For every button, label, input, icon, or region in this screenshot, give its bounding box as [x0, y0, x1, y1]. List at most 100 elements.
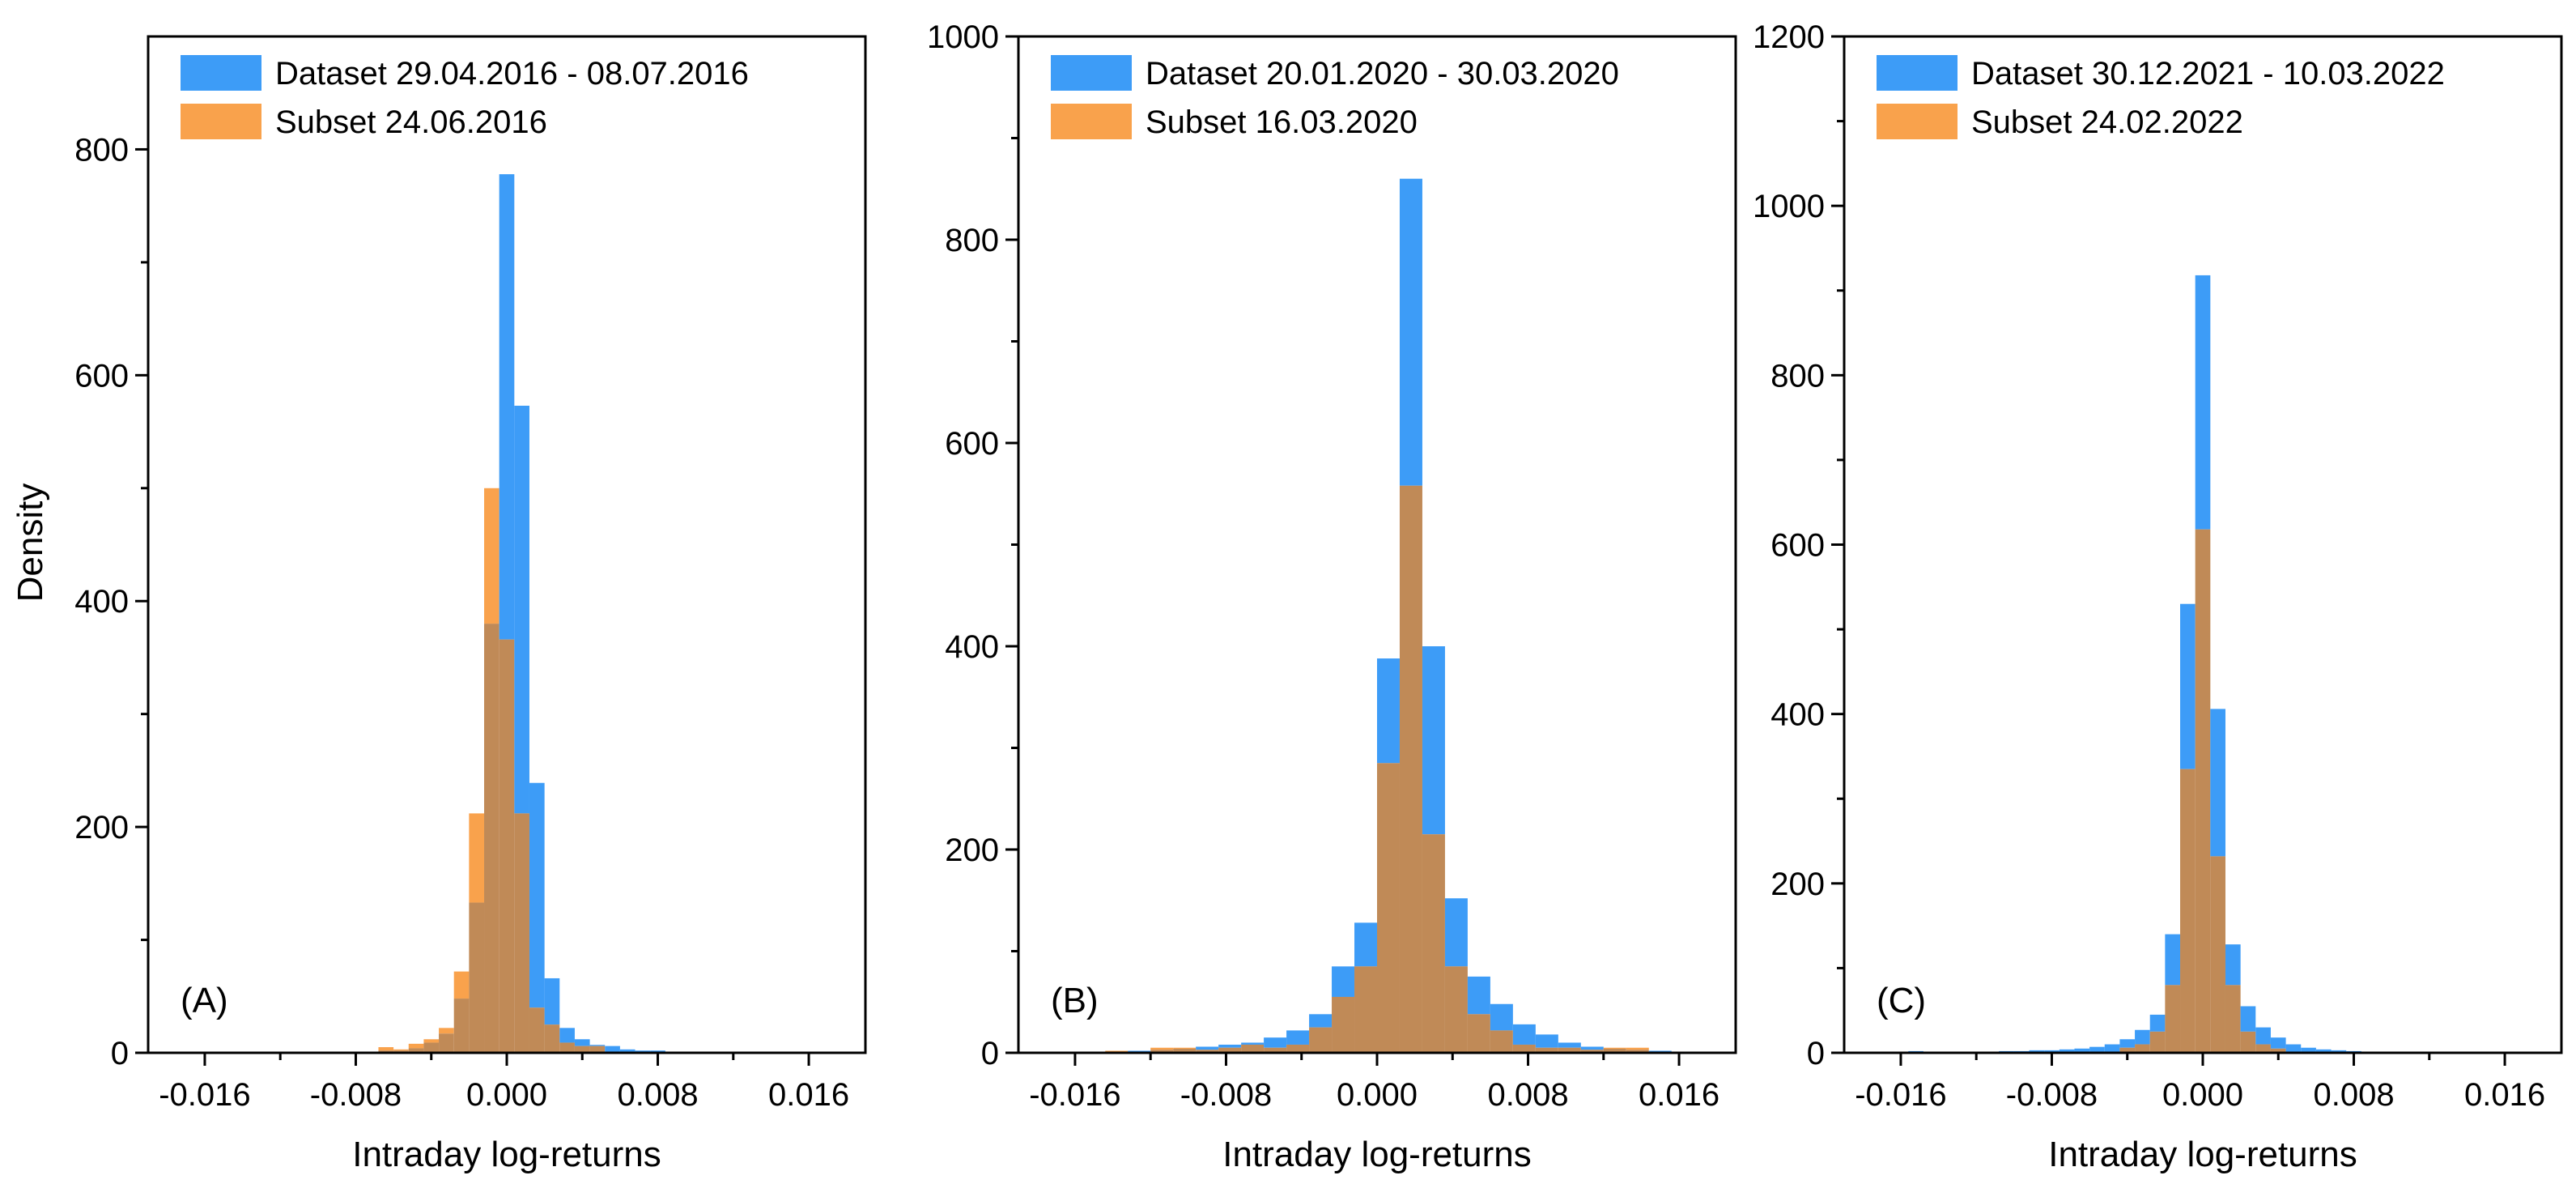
- dataset-bar: [1580, 1046, 1604, 1050]
- y-tick-label: 0: [111, 1036, 129, 1071]
- legend-label: Dataset 29.04.2016 - 08.07.2016: [275, 56, 749, 92]
- dataset-bar: [2315, 1049, 2332, 1053]
- subset-bar: [1626, 1047, 1649, 1050]
- subset-bar: [378, 1047, 394, 1051]
- histogram-bars: [1082, 178, 1672, 1053]
- y-tick-label: 800: [945, 223, 999, 258]
- overlap-bar: [1241, 1044, 1265, 1053]
- legend-swatch: [1877, 104, 1958, 139]
- x-tick-label: -0.008: [1180, 1077, 1272, 1113]
- overlap-bar: [2149, 1031, 2166, 1053]
- y-tick-label: 200: [945, 833, 999, 868]
- x-tick-label: -0.016: [1029, 1077, 1120, 1113]
- overlap-bar: [589, 1046, 606, 1053]
- y-tick-label: 0: [1807, 1036, 1825, 1071]
- subset-bar: [1105, 1050, 1129, 1052]
- overlap-bar: [1512, 1044, 1536, 1053]
- x-tick-label: 0.008: [1487, 1077, 1568, 1113]
- x-tick-label: 0.000: [1337, 1077, 1418, 1113]
- dataset-bar: [1332, 966, 1355, 997]
- overlap-bar: [2180, 769, 2196, 1053]
- panel-label: (A): [181, 981, 228, 1020]
- y-tick-label: 600: [1770, 528, 1825, 564]
- subset-bar: [439, 1028, 454, 1034]
- dataset-bar: [1444, 898, 1468, 967]
- dataset-bar: [1535, 1034, 1558, 1048]
- overlap-bar: [1467, 1014, 1490, 1053]
- dataset-bar: [514, 405, 529, 814]
- subset-bar: [453, 971, 470, 999]
- dataset-bar: [2059, 1049, 2075, 1053]
- dataset-bar: [529, 782, 545, 1008]
- overlap-bar: [1354, 966, 1377, 1053]
- y-axis-label: Density: [11, 483, 50, 603]
- dataset-bar: [2285, 1044, 2302, 1053]
- overlap-bar: [469, 902, 485, 1053]
- overlap-bar: [1580, 1050, 1604, 1053]
- x-axis-label: Intraday log-returns: [352, 1135, 661, 1174]
- dataset-bar: [574, 1039, 590, 1046]
- dataset-bar: [2089, 1046, 2105, 1053]
- y-tick-label: 800: [74, 132, 129, 168]
- x-tick-label: 0.000: [2162, 1077, 2243, 1113]
- chart-panel-3: -0.016 -0.008 0.000 0.008 0.016 0 200 400 600 800…: [1753, 19, 2563, 1174]
- y-tick-label: 800: [1770, 358, 1825, 394]
- x-tick-label: 0.016: [2464, 1077, 2545, 1113]
- legend-label: Subset 24.02.2022: [1971, 104, 2243, 140]
- x-tick-label: 0.000: [466, 1077, 547, 1113]
- legend-label: Subset 24.06.2016: [275, 104, 547, 140]
- dataset-bar: [589, 1045, 606, 1046]
- subset-bar: [423, 1039, 440, 1043]
- chart-panel-1: -0.016 -0.008 0.000 0.008 0.016 0 200 400 600 800…: [74, 35, 867, 1174]
- overlap-bar: [1377, 763, 1400, 1053]
- legend-swatch: [181, 104, 261, 139]
- dataset-bar: [2255, 1027, 2271, 1045]
- x-tick-label: -0.016: [159, 1077, 250, 1113]
- histogram-bars: [1908, 275, 2407, 1053]
- dataset-bar: [619, 1049, 635, 1053]
- dataset-bar: [2270, 1037, 2286, 1049]
- overlap-bar: [1558, 1047, 1581, 1053]
- dataset-bar: [1309, 1014, 1333, 1028]
- dataset-bar: [2165, 934, 2181, 986]
- legend-label: Dataset 30.12.2021 - 10.03.2022: [1971, 56, 2445, 92]
- dataset-bar: [2044, 1050, 2060, 1053]
- overlap-bar: [2210, 856, 2225, 1053]
- y-tick-label: 200: [1770, 867, 1825, 902]
- overlap-bar: [453, 999, 470, 1053]
- subset-bar: [484, 488, 499, 624]
- overlap-bar: [2135, 1044, 2150, 1053]
- x-tick-label: -0.016: [1855, 1077, 1946, 1113]
- subset-bar: [1173, 1047, 1197, 1049]
- x-tick-label: -0.008: [310, 1077, 402, 1113]
- overlap-bar: [559, 1042, 575, 1053]
- legend-swatch: [181, 55, 261, 91]
- overlap-bar: [1332, 996, 1355, 1053]
- dataset-bar: [2104, 1044, 2120, 1053]
- overlap-bar: [529, 1007, 545, 1053]
- histogram-bars: [303, 174, 742, 1053]
- legend-swatch: [1051, 104, 1132, 139]
- x-tick-label: -0.008: [2006, 1077, 2098, 1113]
- subset-bar: [469, 813, 485, 903]
- panel-label: (C): [1877, 981, 1926, 1020]
- dataset-bar: [544, 977, 560, 1025]
- dataset-bar: [2029, 1050, 2045, 1053]
- overlap-bar: [1286, 1044, 1310, 1053]
- dataset-bar: [1490, 1003, 1513, 1031]
- dataset-bar: [2301, 1047, 2316, 1053]
- x-tick-label: 0.016: [1639, 1077, 1719, 1113]
- dataset-bar: [2225, 944, 2241, 986]
- dataset-bar: [2331, 1050, 2347, 1053]
- y-tick-label: 400: [1770, 697, 1825, 733]
- legend: Dataset 30.12.2021 - 10.03.2022 Subset 24…: [1877, 55, 2445, 140]
- y-tick-label: 0: [981, 1036, 999, 1071]
- y-tick-label: 1200: [1753, 19, 1825, 55]
- dataset-bar: [1512, 1024, 1536, 1045]
- dataset-bar: [1218, 1044, 1242, 1048]
- y-tick-label: 400: [945, 629, 999, 665]
- dataset-bar: [2195, 275, 2211, 530]
- subset-bar: [408, 1043, 424, 1049]
- dataset-bar: [2149, 1014, 2166, 1032]
